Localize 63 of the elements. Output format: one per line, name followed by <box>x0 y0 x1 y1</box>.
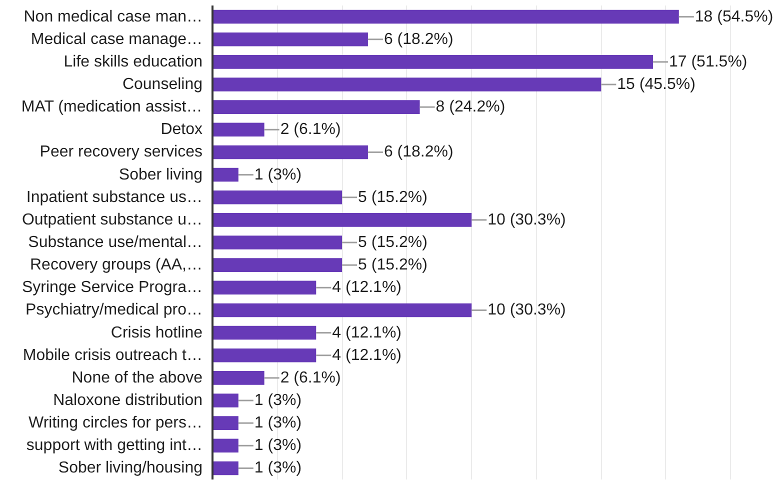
y-tick-label: Inpatient substance us… <box>26 188 202 206</box>
data-label: 10 (30.3%) <box>488 302 566 319</box>
data-label: 18 (54.5%) <box>694 8 774 26</box>
data-label: 4 (12.1%) <box>332 279 402 296</box>
y-tick-label: support with getting int… <box>26 437 202 454</box>
bar <box>212 303 472 318</box>
data-label: 1 (3%) <box>254 460 302 477</box>
data-label: 1 (3%) <box>254 166 302 184</box>
bar <box>212 100 420 114</box>
data-label: 6 (18.2%) <box>384 30 454 48</box>
data-label: 15 (45.5%) <box>617 76 696 93</box>
bar <box>212 438 238 453</box>
y-tick-label: Medical case manage… <box>30 30 202 48</box>
data-label: 2 (6.1%) <box>280 121 341 138</box>
bar <box>212 348 316 362</box>
bar <box>212 416 238 430</box>
bar <box>212 258 342 272</box>
bar <box>212 168 238 182</box>
data-label: 6 (18.2%) <box>384 144 454 161</box>
bar <box>212 326 316 340</box>
data-label: 2 (6.1%) <box>280 369 341 386</box>
data-label: 17 (51.5%) <box>668 53 748 70</box>
data-label: 1 (3%) <box>254 437 302 454</box>
y-tick-label: Sober living <box>118 166 203 184</box>
bar <box>212 213 472 227</box>
y-tick-label: Mobile crisis outreach t… <box>22 346 203 364</box>
bar <box>212 190 342 204</box>
bar <box>212 145 368 160</box>
y-tick-label: None of the above <box>72 369 203 386</box>
y-tick-label: MAT (medication assist… <box>21 98 202 116</box>
y-tick-label: Detox <box>160 121 202 138</box>
y-tick-label: Non medical case man… <box>24 8 203 26</box>
y-tick-label: Recovery groups (AA,… <box>30 256 203 274</box>
data-label: 8 (24.2%) <box>436 98 506 116</box>
bar <box>212 122 264 137</box>
data-label: 5 (15.2%) <box>358 234 428 251</box>
y-tick-label: Crisis hotline <box>110 324 203 342</box>
data-label: 4 (12.1%) <box>332 324 402 342</box>
y-tick-label: Peer recovery services <box>40 144 202 161</box>
y-tick-label: Life skills education <box>64 53 203 70</box>
data-label: 5 (15.2%) <box>358 188 428 206</box>
data-label: 1 (3%) <box>254 414 302 432</box>
y-tick-label: Psychiatry/medical pro… <box>26 302 203 319</box>
data-label: 5 (15.2%) <box>358 256 428 274</box>
y-tick-label: Outpatient substance u… <box>22 211 203 228</box>
y-tick-label: Sober living/housing <box>58 460 202 477</box>
data-label: 4 (12.1%) <box>332 346 402 364</box>
y-tick-label: Counseling <box>122 76 203 93</box>
y-tick-label: Writing circles for pers… <box>28 414 203 432</box>
bar <box>212 394 238 408</box>
bar <box>212 236 342 250</box>
y-tick-label: Syringe Service Progra… <box>22 279 202 296</box>
bar <box>212 371 264 385</box>
bar <box>212 10 679 24</box>
bar <box>212 78 602 92</box>
y-tick-label: Substance use/mental… <box>28 234 203 251</box>
bar <box>212 280 316 295</box>
data-label: 10 (30.3%) <box>488 211 566 228</box>
bar <box>212 32 368 46</box>
bar <box>212 55 653 69</box>
y-tick-label: Naloxone distribution <box>53 392 202 409</box>
bar <box>212 461 238 476</box>
data-label: 1 (3%) <box>254 392 302 409</box>
